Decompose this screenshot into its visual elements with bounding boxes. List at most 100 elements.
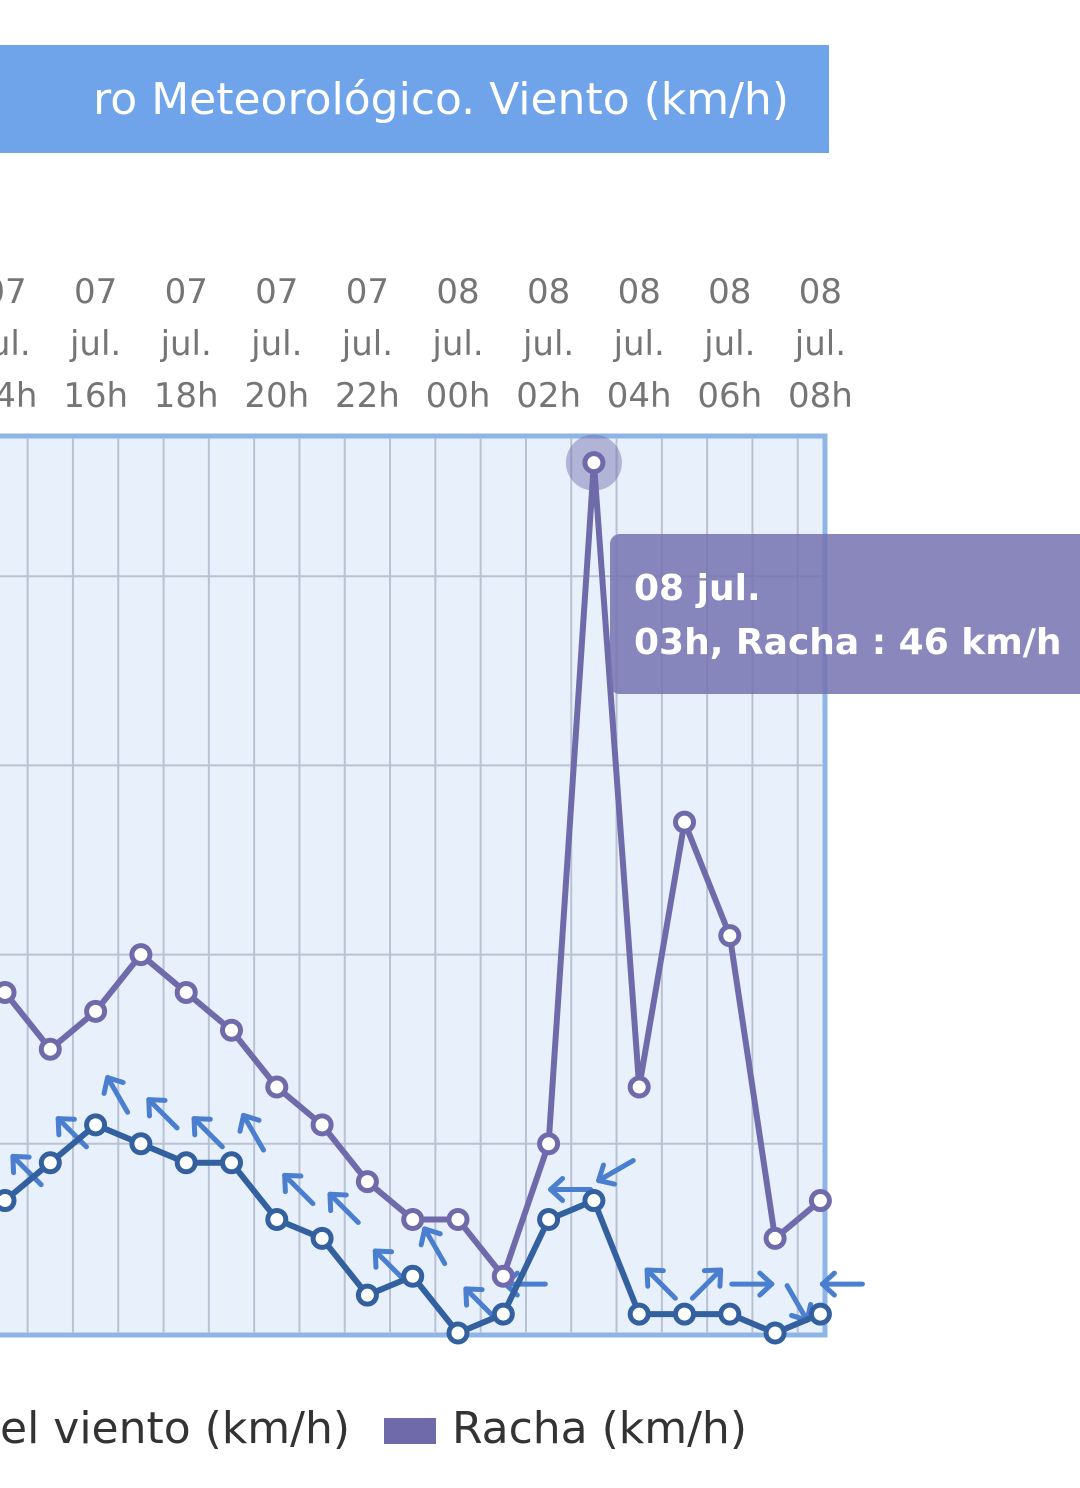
legend-item-racha[interactable]: Racha (km/h) [384,1403,747,1454]
wind-arrow-shaft [55,1116,89,1150]
wind-arrow-shaft [422,1226,448,1267]
wind-arrow-head [463,1286,485,1308]
racha-point [174,980,198,1004]
x-tick-label: 00h [426,376,491,416]
wind-arrow-shaft [191,1116,225,1150]
racha-point [129,943,153,967]
wind-arrow-head [10,1153,32,1176]
x-tick-label: jul. [522,324,574,364]
x-tick-label: 14h [0,376,37,416]
x-tick-label: 16h [63,376,128,416]
wind-arrow-head [757,1270,775,1298]
wind-arrow-shaft [689,1267,724,1301]
racha-point [401,1207,425,1231]
wind-arrow-shaft [644,1267,678,1301]
x-tick-label: 07 [255,272,298,312]
wind-arrow [372,1248,407,1282]
wind-arrow [729,1270,775,1298]
x-tick-label: jul. [794,324,846,364]
wind-arrow-head [146,1097,168,1119]
viento-point [129,1132,153,1156]
racha-point [718,924,742,948]
wind-arrow [819,1270,865,1298]
x-tick-label: jul. [431,324,483,364]
viento-point [491,1302,515,1326]
racha-point [84,999,108,1023]
chart-title-bar: ro Meteorológico. Viento (km/h) [0,45,829,153]
viento-point [84,1113,108,1137]
racha-point [627,1075,651,1099]
viento-point [174,1151,198,1175]
x-tick-label: 08 [708,272,751,312]
x-tick-label: 08 [527,272,570,312]
racha-point [537,1132,561,1156]
racha-series [0,451,832,1288]
tooltip: 08 jul. 03h, Racha : 46 km/h [610,534,1080,694]
wind-arrow-head [282,1172,304,1195]
wind-arrow-shaft [784,1283,810,1323]
wind-arrow-shaft [372,1248,407,1282]
wind-arrow-head [548,1175,566,1203]
wind-arrow [644,1267,678,1301]
legend: el viento (km/h) Racha (km/h) [0,1395,1080,1475]
racha-point [0,980,17,1004]
viento-point [401,1264,425,1288]
viento-point [446,1321,470,1345]
wind-arrow [327,1191,361,1226]
x-tick-label: 20h [244,376,309,416]
wind-arrow [596,1158,636,1187]
wind-arrow [418,1226,448,1267]
x-tick-label: 08 [799,272,842,312]
wind-arrow-shaft [327,1191,361,1226]
x-tick-label: 06h [697,376,762,416]
racha-point [38,1037,62,1061]
racha-point [220,1018,243,1042]
x-tick-label: jul. [250,324,302,364]
wind-direction-arrows [10,1075,865,1323]
tooltip-value: 03h, Racha : 46 km/h [634,622,1062,663]
wind-arrow-head [55,1116,77,1138]
x-tick-label: 02h [516,376,581,416]
x-tick-label: jul. [0,324,31,364]
viento-point [808,1302,832,1326]
wind-arrow-head [327,1191,349,1214]
viento-point [582,1189,606,1213]
wind-arrow-head [418,1226,443,1248]
racha-point [265,1075,289,1099]
viento-point [627,1302,651,1326]
x-tick-label: 07 [0,272,27,312]
wind-arrow-head [819,1270,837,1298]
wind-arrow-head [191,1116,213,1138]
x-tick-label: 07 [165,272,208,312]
viento-point [0,1189,17,1213]
x-tick-label: 07 [74,272,117,312]
chart-title: ro Meteorológico. Viento (km/h) [93,73,789,125]
tooltip-date: 08 jul. [634,568,761,609]
wind-arrow [548,1175,594,1203]
wind-arrow [101,1075,131,1115]
legend-item-viento[interactable]: el viento (km/h) [0,1403,350,1454]
wind-arrow [55,1116,89,1150]
viento-point [265,1207,289,1231]
x-tick-label: 22h [335,376,400,416]
x-tick-label: 08 [618,272,661,312]
viento-point [355,1283,379,1307]
x-tick-label: 18h [154,376,219,416]
wind-arrow-head [237,1112,262,1134]
viento-point [38,1151,62,1175]
wind-arrow-head [372,1248,395,1270]
viento-point [673,1302,696,1326]
viento-point [310,1226,334,1250]
wind-arrow [237,1112,266,1153]
wind-arrow-shaft [282,1172,316,1207]
wind-arrow [191,1116,225,1150]
viento-point [220,1151,243,1175]
wind-arrow-shaft [105,1075,131,1115]
racha-point [446,1207,470,1231]
x-tick-label: jul. [341,324,393,364]
x-tick-label: jul. [69,324,121,364]
x-tick-label: 08 [436,272,479,312]
x-tick-label: jul. [613,324,665,364]
wind-arrow [463,1286,497,1320]
